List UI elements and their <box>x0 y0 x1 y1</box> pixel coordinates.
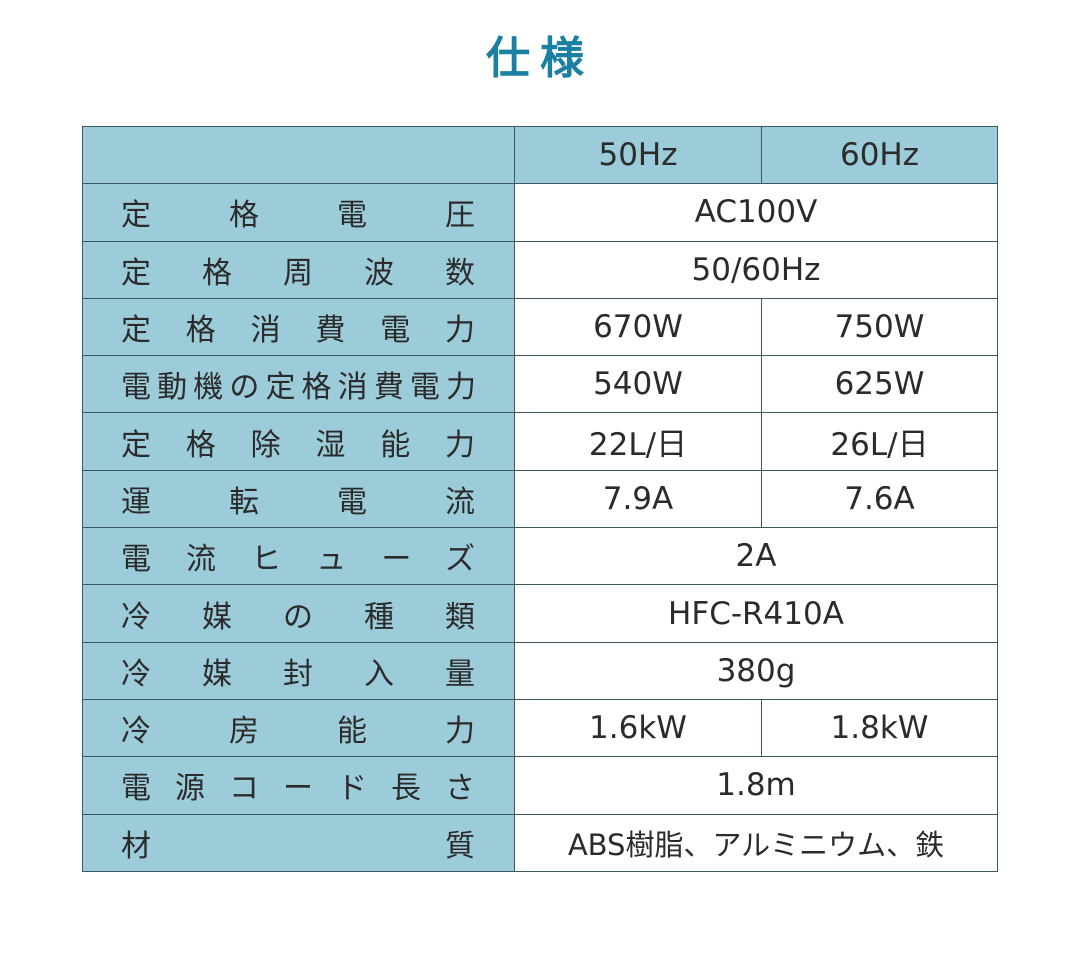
table-row: 定格消費電力 670W 750W <box>82 297 998 357</box>
row-label: 定格電圧 <box>82 183 515 242</box>
table-header-row: 50Hz 60Hz <box>82 125 998 185</box>
table-row: 定格周波数 50/60Hz <box>82 240 998 299</box>
row-label: 電動機の定格消費電力 <box>82 355 515 414</box>
header-50hz: 50Hz <box>514 125 762 185</box>
table-row: 定格電圧 AC100V <box>82 183 998 242</box>
table-row: 電動機の定格消費電力 540W 625W <box>82 355 998 414</box>
row-label: 材質 <box>82 813 515 872</box>
row-label: 冷媒封入量 <box>82 641 515 700</box>
row-value: 50/60Hz <box>514 240 998 299</box>
table-row: 材質 ABS樹脂、アルミニウム、鉄 <box>82 813 998 872</box>
row-value: 2A <box>514 527 998 586</box>
row-value-60hz: 750W <box>761 297 998 357</box>
spec-table: 50Hz 60Hz 定格電圧 AC100V 定格周波数 50/60Hz 定格消費電力… <box>82 125 998 872</box>
row-value-50hz: 22L/日 <box>514 412 762 471</box>
table-row: 冷媒の種類 HFC-R410A <box>82 584 998 643</box>
table-row: 定格除湿能力 22L/日 26L/日 <box>82 412 998 471</box>
header-60hz: 60Hz <box>761 125 998 185</box>
row-value-50hz: 540W <box>514 355 762 414</box>
row-label: 電流ヒューズ <box>82 527 515 586</box>
row-label: 定格消費電力 <box>82 297 515 357</box>
header-empty-cell <box>82 125 515 185</box>
table-row: 冷媒封入量 380g <box>82 641 998 700</box>
row-value-50hz: 7.9A <box>514 469 762 529</box>
page-title: 仕様 <box>486 33 594 84</box>
table-row: 冷房能力 1.6kW 1.8kW <box>82 698 998 758</box>
table-row: 電流ヒューズ 2A <box>82 527 998 586</box>
row-label: 定格周波数 <box>82 240 515 299</box>
table-row: 運転電流 7.9A 7.6A <box>82 469 998 529</box>
row-value-50hz: 1.6kW <box>514 698 762 758</box>
row-label: 冷媒の種類 <box>82 584 515 643</box>
table-row: 電源コード長さ 1.8m <box>82 756 998 815</box>
row-value-60hz: 1.8kW <box>761 698 998 758</box>
row-label: 運転電流 <box>82 469 515 529</box>
row-label: 冷房能力 <box>82 698 515 758</box>
row-label: 電源コード長さ <box>82 756 515 815</box>
row-value: AC100V <box>514 183 998 242</box>
row-value-60hz: 26L/日 <box>761 412 998 471</box>
row-value: 1.8m <box>514 756 998 815</box>
row-value-50hz: 670W <box>514 297 762 357</box>
row-label: 定格除湿能力 <box>82 412 515 471</box>
row-value: ABS樹脂、アルミニウム、鉄 <box>514 813 998 872</box>
row-value-60hz: 7.6A <box>761 469 998 529</box>
row-value: HFC-R410A <box>514 584 998 643</box>
row-value-60hz: 625W <box>761 355 998 414</box>
row-value: 380g <box>514 641 998 700</box>
